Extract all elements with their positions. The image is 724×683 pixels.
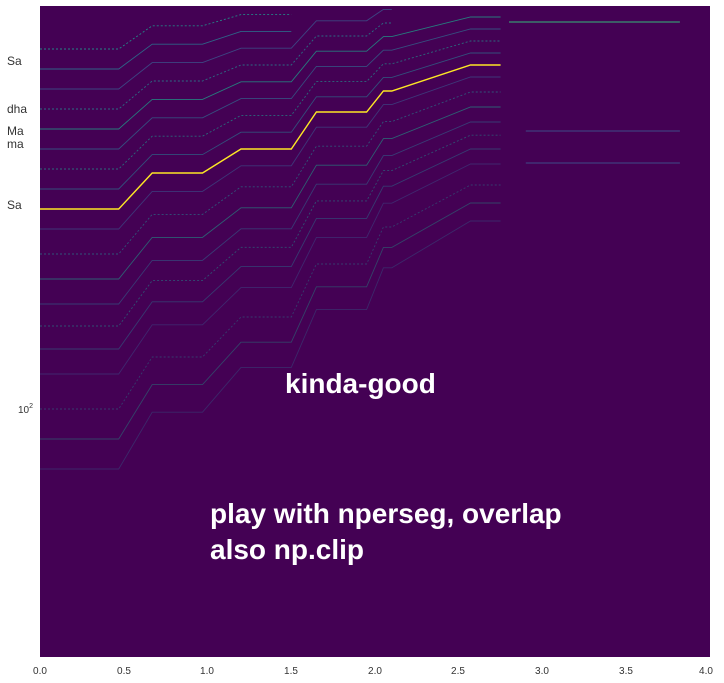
harmonic-trace [40,163,501,375]
harmonic-trace [40,134,501,327]
harmonic-trace [40,148,501,350]
harmonic-trace [40,91,501,255]
x-tick-label: 0.0 [33,666,47,677]
x-tick-label: 2.0 [368,666,382,677]
harmonic-trace [40,16,501,130]
fundamental-trace [40,64,501,210]
harmonic-trace [40,184,501,410]
harmonic-trace [40,30,292,70]
plot-area [40,6,710,657]
x-tick-label: 4.0 [699,666,713,677]
x-tick-label: 2.5 [451,666,465,677]
harmonic-trace [40,28,501,150]
x-tick-label: 1.0 [200,666,214,677]
harmonic-trace [40,202,501,440]
annotation-play-with-nperseg: play with nperseg, overlap [210,498,562,529]
harmonic-trace [40,76,501,230]
y-tick-label: 102 [18,403,33,416]
harmonic-trace [40,8,392,90]
harmonic-trace [40,121,501,305]
x-tick-label: 0.5 [117,666,131,677]
swara-label-ma-lower: ma [7,137,24,151]
x-tick-label: 1.5 [284,666,298,677]
harmonic-trace [40,14,292,50]
harmonic-trace [40,22,392,110]
x-tick-label: 3.0 [535,666,549,677]
harmonic-trace [40,220,501,470]
x-axis-ticks: 0.0 0.5 1.0 1.5 2.0 2.5 3.0 3.5 4.0 [33,666,713,677]
annotation-kinda-good: kinda-good [285,368,436,399]
y-tick-exponent: 2 [29,403,33,410]
annotation-also-np-clip: also np.clip [210,534,364,565]
swara-label-sa-upper: Sa [7,54,22,68]
harmonic-trace [40,106,501,280]
swara-label-sa-lower: Sa [7,198,22,212]
fundamental-pitch-track [40,64,501,210]
harmonic-trace [40,52,501,190]
harmonic-trace [40,40,501,170]
swara-label-ma-upper: Ma [7,124,24,138]
harmonic-lines [40,8,680,470]
x-tick-label: 3.5 [619,666,633,677]
y-tick-base: 10 [18,405,30,416]
swara-label-dha: dha [7,102,27,116]
